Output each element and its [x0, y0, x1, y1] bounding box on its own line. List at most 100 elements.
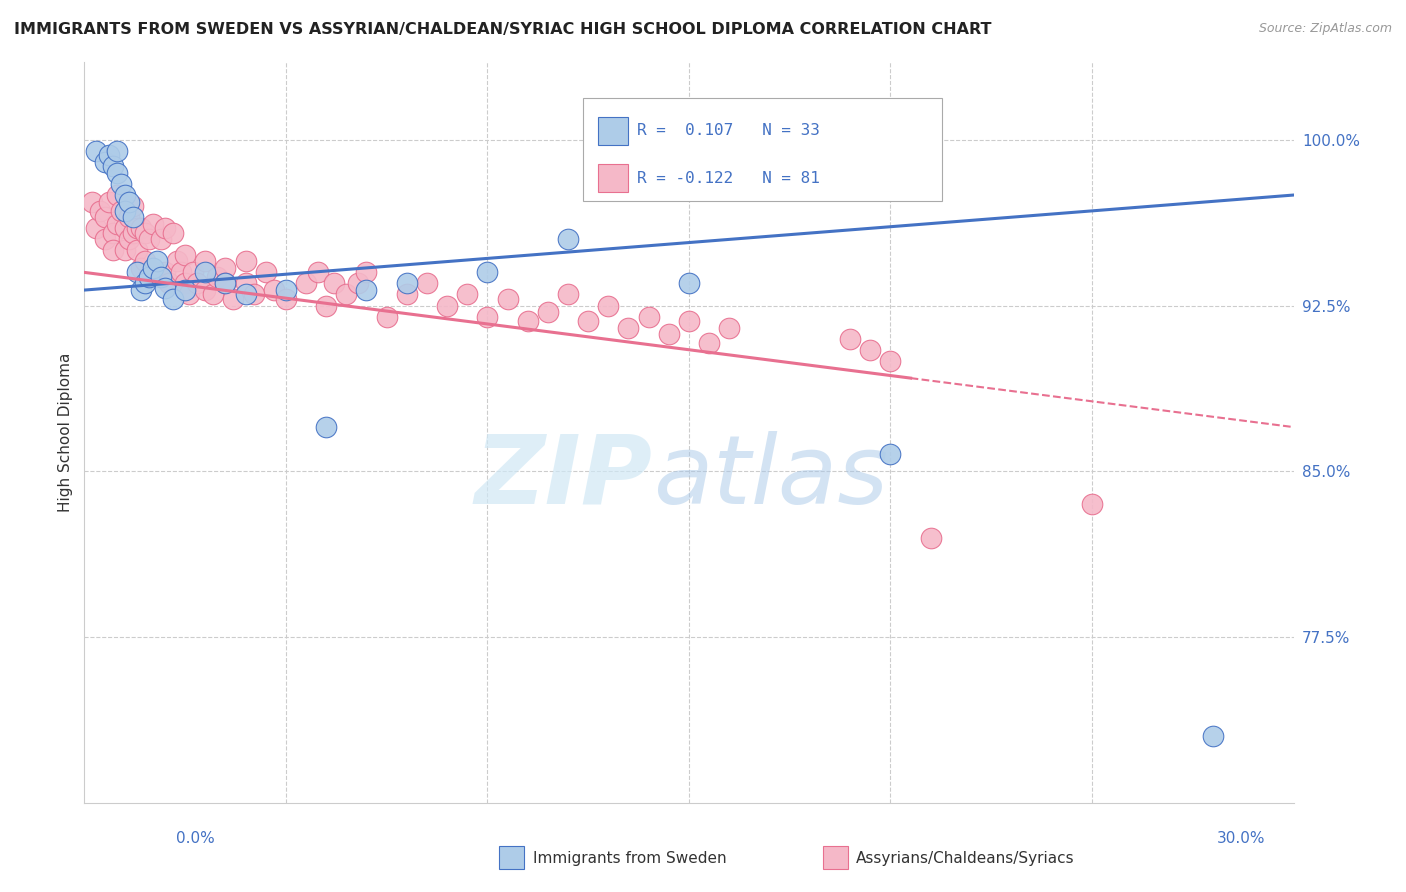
- Point: [149, 269, 172, 284]
- Point: [138, 232, 160, 246]
- Point: [307, 265, 329, 279]
- Point: [174, 277, 197, 291]
- Point: [242, 287, 264, 301]
- Point: [658, 327, 681, 342]
- Point: [194, 265, 217, 279]
- Point: [142, 217, 165, 231]
- Point: [129, 283, 152, 297]
- Point: [118, 232, 141, 246]
- Point: [153, 281, 176, 295]
- Point: [157, 277, 180, 291]
- Text: ZIP: ZIP: [475, 431, 652, 524]
- Point: [678, 314, 700, 328]
- Point: [395, 277, 418, 291]
- Text: Assyrians/Chaldeans/Syriacs: Assyrians/Chaldeans/Syriacs: [856, 851, 1074, 865]
- Point: [149, 232, 172, 246]
- Point: [839, 332, 862, 346]
- Point: [356, 265, 378, 279]
- Point: [134, 277, 156, 291]
- Point: [125, 221, 148, 235]
- Point: [125, 265, 148, 279]
- Point: [557, 287, 579, 301]
- Point: [114, 188, 136, 202]
- Point: [315, 299, 337, 313]
- Point: [125, 244, 148, 258]
- Point: [879, 447, 901, 461]
- Point: [86, 221, 108, 235]
- Text: 0.0%: 0.0%: [176, 831, 215, 846]
- Point: [335, 287, 357, 301]
- Point: [274, 283, 297, 297]
- Point: [162, 226, 184, 240]
- Point: [416, 277, 439, 291]
- Point: [166, 254, 188, 268]
- Point: [93, 232, 115, 246]
- Point: [395, 287, 418, 301]
- Point: [138, 269, 160, 284]
- Point: [678, 277, 700, 291]
- Point: [114, 221, 136, 235]
- Point: [101, 159, 124, 173]
- Point: [598, 299, 620, 313]
- Point: [134, 226, 156, 240]
- Point: [105, 144, 128, 158]
- Point: [557, 232, 579, 246]
- Point: [920, 531, 942, 545]
- Point: [110, 177, 132, 191]
- Point: [129, 221, 152, 235]
- Point: [121, 226, 143, 240]
- Point: [235, 287, 257, 301]
- Point: [93, 210, 115, 224]
- Point: [879, 353, 901, 368]
- Point: [194, 283, 217, 297]
- Text: 30.0%: 30.0%: [1218, 831, 1265, 846]
- Point: [105, 217, 128, 231]
- Point: [89, 203, 111, 218]
- Point: [1202, 730, 1225, 744]
- Point: [121, 199, 143, 213]
- Point: [118, 210, 141, 224]
- Point: [214, 277, 236, 291]
- Point: [129, 260, 152, 275]
- Point: [859, 343, 882, 357]
- Point: [110, 203, 132, 218]
- Point: [496, 292, 519, 306]
- Text: Source: ZipAtlas.com: Source: ZipAtlas.com: [1258, 22, 1392, 36]
- Point: [516, 314, 538, 328]
- Point: [295, 277, 318, 291]
- Point: [347, 277, 370, 291]
- Point: [153, 221, 176, 235]
- Point: [186, 277, 208, 291]
- Point: [146, 265, 169, 279]
- Point: [537, 305, 560, 319]
- Point: [105, 188, 128, 202]
- Point: [207, 269, 229, 284]
- Point: [254, 265, 277, 279]
- Point: [146, 254, 169, 268]
- Point: [356, 283, 378, 297]
- Point: [162, 292, 184, 306]
- Point: [114, 203, 136, 218]
- Point: [214, 260, 236, 275]
- Point: [235, 277, 257, 291]
- Point: [617, 320, 640, 334]
- Point: [202, 287, 225, 301]
- Point: [86, 144, 108, 158]
- Point: [97, 148, 120, 162]
- Point: [477, 265, 499, 279]
- Point: [315, 420, 337, 434]
- Point: [235, 254, 257, 268]
- Point: [121, 210, 143, 224]
- Text: R = -0.122   N = 81: R = -0.122 N = 81: [637, 170, 820, 186]
- Point: [263, 283, 285, 297]
- Point: [181, 265, 204, 279]
- Point: [114, 244, 136, 258]
- Point: [97, 194, 120, 209]
- Point: [697, 336, 720, 351]
- Point: [174, 248, 197, 262]
- Point: [179, 287, 201, 301]
- Point: [101, 244, 124, 258]
- Point: [101, 226, 124, 240]
- Point: [274, 292, 297, 306]
- Point: [105, 166, 128, 180]
